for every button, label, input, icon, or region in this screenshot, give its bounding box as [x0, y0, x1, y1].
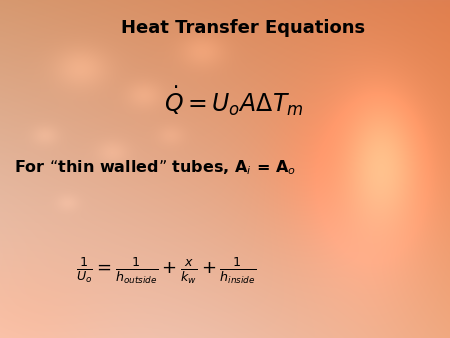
Text: Heat Transfer Equations: Heat Transfer Equations — [121, 19, 365, 37]
Text: $\frac{1}{U_o} = \frac{1}{h_{outside}} + \frac{x}{k_w} + \frac{1}{h_{inside}}$: $\frac{1}{U_o} = \frac{1}{h_{outside}} +… — [76, 255, 256, 286]
Text: $\dot{Q} = U_o A \Delta T_m$: $\dot{Q} = U_o A \Delta T_m$ — [164, 84, 304, 118]
Text: For “thin walled” tubes, A$_i$ = A$_o$: For “thin walled” tubes, A$_i$ = A$_o$ — [14, 158, 295, 177]
